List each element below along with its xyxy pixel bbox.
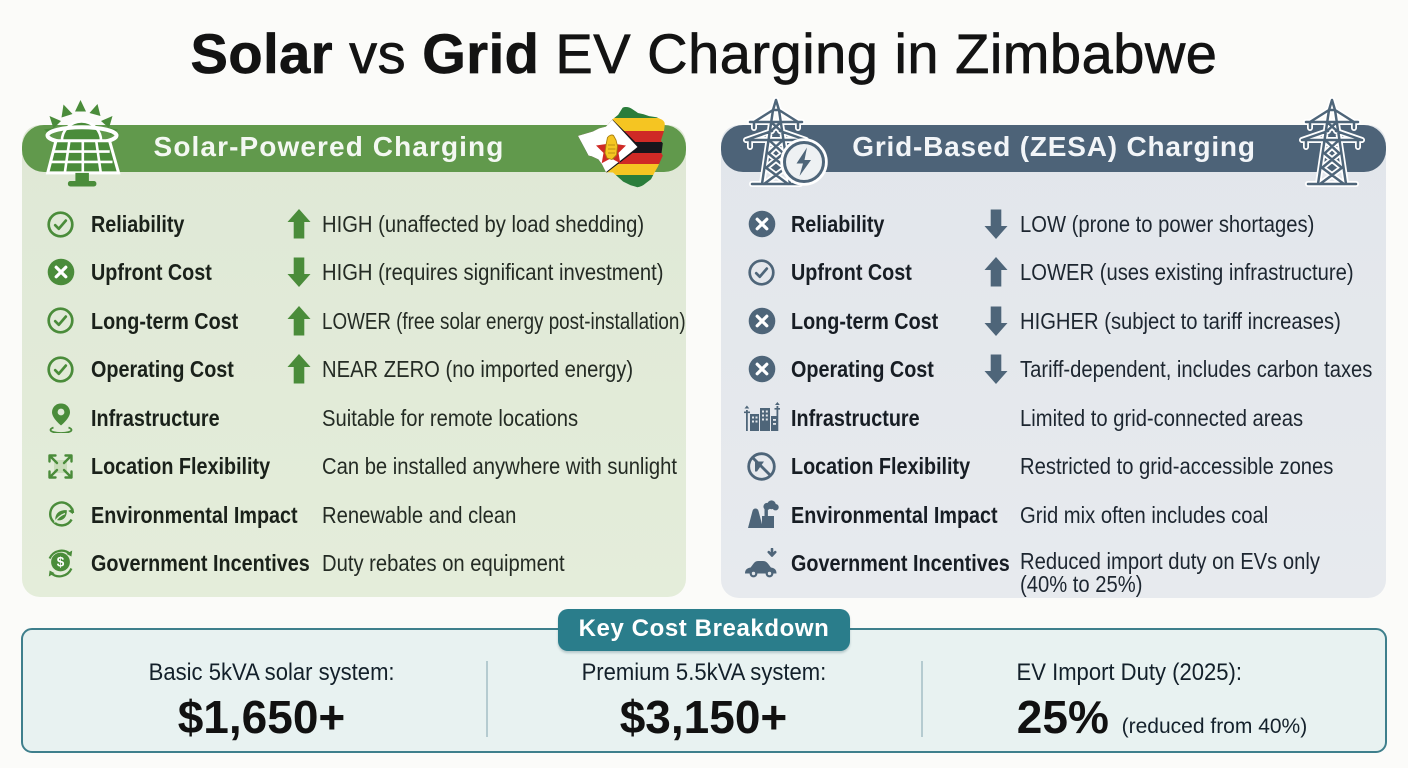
svg-text:$: $: [57, 554, 65, 569]
